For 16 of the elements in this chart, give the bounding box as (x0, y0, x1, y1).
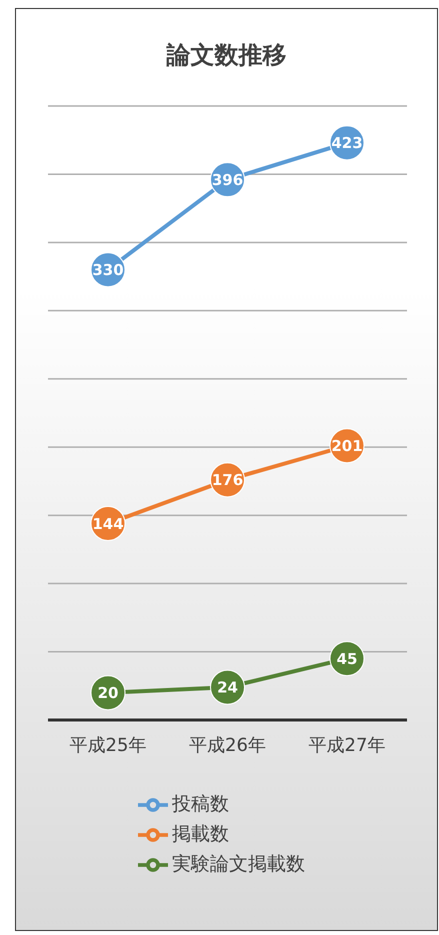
data-label: 396 (212, 171, 244, 190)
data-label: 201 (331, 437, 363, 456)
data-label: 423 (331, 134, 363, 152)
legend-label: 実験論文掲載数 (172, 853, 305, 876)
data-label: 330 (92, 261, 124, 280)
data-label: 45 (336, 650, 358, 668)
x-tick-label: 平成25年 (70, 734, 146, 756)
x-tick-label: 平成26年 (189, 734, 266, 756)
data-label: 24 (217, 678, 238, 697)
data-label: 176 (212, 471, 244, 490)
chart-title: 論文数推移 (165, 40, 288, 71)
data-label: 20 (98, 684, 118, 702)
legend-label: 投稿数 (172, 793, 229, 816)
x-tick-label: 平成27年 (308, 734, 386, 756)
legend-label: 掲載数 (172, 823, 229, 846)
data-label: 144 (92, 514, 124, 533)
